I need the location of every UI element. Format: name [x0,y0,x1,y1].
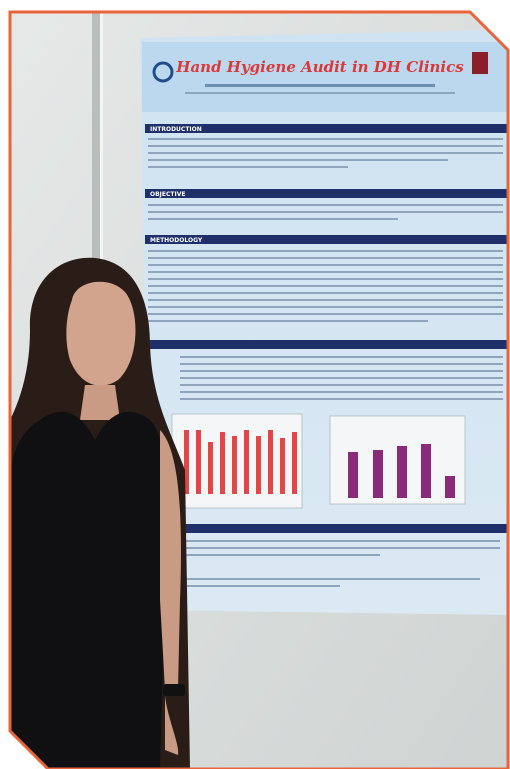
watch [163,684,185,696]
person [10,257,190,769]
objective-text [148,204,503,220]
logo-right [472,52,488,74]
section-title: INTRODUCTION [150,126,202,133]
poster: Hand Hygiene Audit in DH Clinics INTRODU… [140,30,508,615]
conclusion-text [180,540,500,587]
photo-frame [8,10,510,769]
logo-left [152,61,174,83]
section-title: METHODOLOGY [150,237,203,244]
poster-title: Hand Hygiene Audit in DH Clinics [175,58,464,76]
section-bar [145,235,508,244]
affiliation [185,92,455,94]
hand [165,696,179,755]
arm [160,430,181,690]
results-text [180,356,503,400]
intro-text [148,138,503,168]
section-title: OBJECTIVE [150,191,185,198]
methodology-text [148,250,503,322]
poster-header [142,42,508,112]
section-bar [145,340,508,349]
neck [80,385,120,420]
section-bar [150,524,508,533]
poster-chart-bars [184,430,297,494]
poster-chart-bars [348,444,455,498]
top [10,411,170,769]
section-bar [145,189,508,198]
authors [205,84,435,87]
section-bar [145,124,508,133]
face [66,281,136,386]
